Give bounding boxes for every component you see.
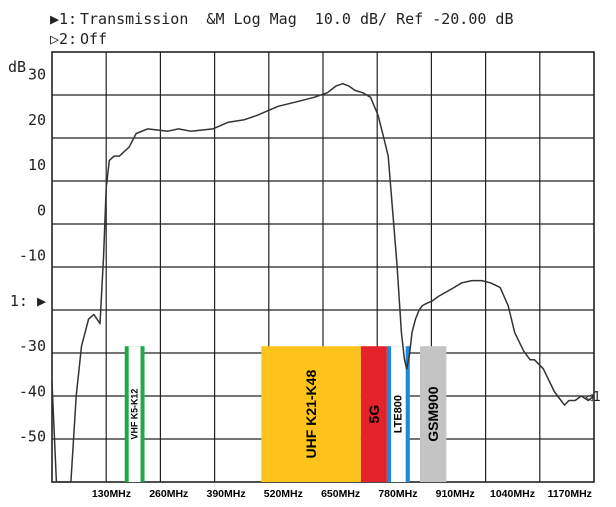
trace2-settings: Off (80, 30, 107, 48)
y-tick-label: 0 (37, 201, 46, 219)
y-tick-label: -10 (19, 247, 46, 265)
trace1-settings: Transmission &M Log Mag 10.0 dB/ Ref -20… (80, 10, 513, 28)
trace-end-marker: ◁1 (585, 390, 601, 405)
x-tick-label: 910MHz (436, 488, 475, 500)
band-inner (391, 346, 406, 482)
y-tick-label: -40 (19, 382, 46, 400)
x-tick-label: 130MHz (92, 488, 131, 500)
header: ▶1: Transmission &M Log Mag 10.0 dB/ Ref… (50, 10, 513, 48)
x-tick-label: 520MHz (264, 488, 303, 500)
band-block: UHF K21-K48 (261, 346, 361, 482)
band-block: LTE800 (386, 346, 410, 482)
y-axis-unit: dB (8, 58, 26, 76)
band-label: LTE800 (392, 395, 404, 433)
trace-line (51, 82, 595, 483)
band-label: 5G (366, 405, 382, 424)
y-tick-label: 10 (28, 156, 46, 174)
band-fill (419, 346, 447, 482)
band-label: UHF K21-K48 (303, 370, 319, 459)
y-tick-label: 1: ▶ (10, 292, 46, 310)
band-block: 5G (360, 346, 387, 482)
y-tick-label: -30 (19, 337, 46, 355)
band-label: GSM900 (425, 386, 441, 441)
y-tick-label: 20 (28, 111, 46, 129)
x-tick-labels: 130MHz 260MHz 390MHz 520MHz 650MHz 780MHz 910M… (92, 488, 592, 500)
x-tick-label: 390MHz (207, 488, 246, 500)
x-tick-label: 780MHz (378, 488, 417, 500)
band-fill (261, 346, 361, 482)
band-block: GSM900 (419, 346, 447, 482)
y-tick-label: -50 (19, 428, 46, 446)
band-label: VHF K5-K12 (130, 389, 140, 440)
band-block: VHF K5-K12 (124, 346, 145, 482)
x-tick-label: 1040MHz (490, 488, 535, 500)
y-tick-labels: 30 20 10 0 -10 1: ▶ -30 -40 -50 (10, 66, 46, 446)
trace-layer: ◁1 (51, 82, 601, 483)
frequency-bands: VHF K5-K12 UHF K21-K48 5G LTE800 GSM900 (124, 346, 447, 482)
plot-grid (51, 51, 595, 483)
trace1-marker: ▶1: (50, 10, 77, 28)
band-fill (360, 346, 387, 482)
x-tick-label: 1170MHz (548, 488, 592, 500)
y-tick-label: 30 (28, 66, 46, 84)
x-tick-label: 260MHz (149, 488, 188, 500)
x-tick-label: 650MHz (321, 488, 360, 500)
band-inner (128, 346, 141, 482)
trace2-marker: ▷2: (50, 30, 77, 48)
